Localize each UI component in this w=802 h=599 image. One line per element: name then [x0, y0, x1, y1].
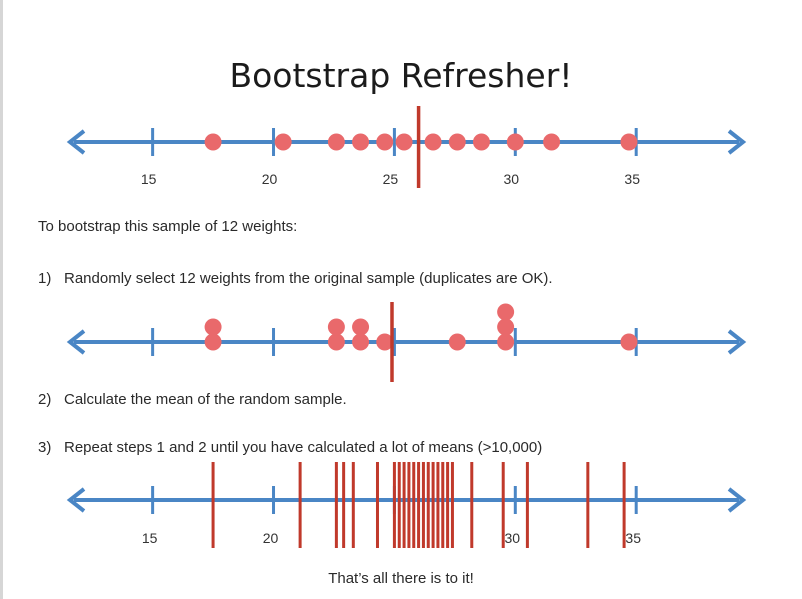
slide-title: Bootstrap Refresher!: [229, 56, 573, 95]
tick-label: 20: [263, 530, 279, 546]
data-point: [376, 333, 394, 351]
bootstrap-sample-number-line: [66, 302, 747, 382]
data-point: [620, 333, 638, 351]
data-point: [204, 318, 222, 336]
original-sample-number-line: 15 20 25 30 35: [66, 106, 747, 188]
tick-label: 20: [262, 171, 278, 187]
data-point: [497, 303, 515, 321]
data-point: [352, 133, 370, 151]
data-point: [497, 318, 515, 336]
data-point: [274, 133, 292, 151]
data-point: [395, 133, 413, 151]
tick-label: 30: [504, 171, 520, 187]
data-point: [204, 333, 222, 351]
step-2: 2) Calculate the mean of the random sampl…: [38, 391, 347, 408]
data-point: [352, 318, 370, 336]
data-point: [327, 333, 345, 351]
tick-label: 25: [383, 171, 399, 187]
data-point: [327, 133, 345, 151]
step-2-text: Calculate the mean of the random sample.: [64, 391, 347, 408]
tick-label: 35: [625, 530, 641, 546]
step-3: 3) Repeat steps 1 and 2 until you have ca…: [38, 439, 542, 456]
step-3-number: 3): [38, 439, 52, 456]
data-point: [448, 133, 466, 151]
data-point: [497, 333, 515, 351]
data-point: [620, 133, 638, 151]
left-arrowhead: [66, 487, 86, 513]
bootstrap-means-number-line: 15 20 30 35: [66, 462, 747, 548]
right-arrowhead: [727, 129, 747, 155]
slide-border: [0, 0, 3, 599]
tick-label: 15: [141, 171, 157, 187]
step-1: 1) Randomly select 12 weights from the or…: [38, 270, 553, 287]
data-point: [327, 318, 345, 336]
data-point: [472, 133, 490, 151]
data-point: [352, 333, 370, 351]
data-point: [424, 133, 442, 151]
step-2-number: 2): [38, 391, 52, 408]
tick-label: 30: [505, 530, 521, 546]
step-1-number: 1): [38, 270, 52, 287]
tick-label: 35: [624, 171, 640, 187]
intro-text: To bootstrap this sample of 12 weights:: [38, 218, 298, 235]
right-arrowhead: [727, 487, 747, 513]
data-point: [543, 133, 561, 151]
step-3-text: Repeat steps 1 and 2 until you have calc…: [64, 439, 543, 456]
right-arrowhead: [727, 329, 747, 355]
left-arrowhead: [66, 329, 86, 355]
data-point: [448, 333, 466, 351]
data-point: [506, 133, 524, 151]
step-1-text: Randomly select 12 weights from the orig…: [64, 270, 553, 287]
data-point: [204, 133, 222, 151]
left-arrowhead: [66, 129, 86, 155]
tick-label: 15: [142, 530, 158, 546]
data-point: [376, 133, 394, 151]
footer-text: That’s all there is to it!: [328, 570, 474, 587]
